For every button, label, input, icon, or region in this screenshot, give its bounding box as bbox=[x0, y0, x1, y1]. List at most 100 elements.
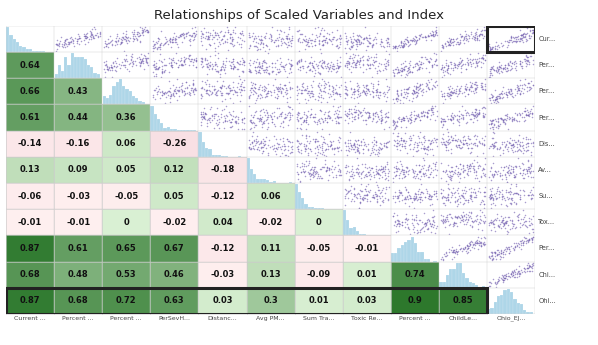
Point bbox=[332, 69, 342, 74]
Point bbox=[389, 142, 398, 148]
Point bbox=[449, 248, 459, 253]
Point bbox=[294, 37, 303, 42]
Point bbox=[463, 91, 472, 97]
Point bbox=[272, 91, 282, 97]
Point bbox=[343, 120, 353, 125]
Point bbox=[499, 165, 509, 170]
Point bbox=[304, 133, 314, 138]
Point bbox=[319, 139, 329, 145]
Point bbox=[164, 69, 174, 75]
Point bbox=[414, 32, 424, 37]
Point bbox=[248, 140, 257, 146]
Point bbox=[493, 223, 503, 228]
Point bbox=[463, 217, 473, 222]
Point bbox=[443, 93, 453, 99]
Point bbox=[209, 83, 219, 89]
Point bbox=[120, 34, 130, 39]
Point bbox=[459, 200, 469, 205]
Point bbox=[173, 64, 183, 70]
Point bbox=[220, 97, 230, 102]
Point bbox=[457, 213, 467, 219]
Point bbox=[489, 171, 499, 177]
Point bbox=[492, 252, 502, 257]
Point bbox=[164, 61, 173, 66]
Point bbox=[121, 38, 130, 44]
Point bbox=[525, 263, 535, 269]
Point bbox=[188, 26, 197, 31]
Text: 0.05: 0.05 bbox=[116, 165, 136, 175]
Point bbox=[380, 114, 389, 119]
Point bbox=[353, 170, 363, 176]
Point bbox=[209, 116, 219, 121]
Point bbox=[210, 86, 220, 91]
Point bbox=[333, 116, 343, 121]
Point bbox=[230, 118, 240, 124]
Point bbox=[210, 112, 219, 117]
Point bbox=[480, 105, 490, 111]
Point bbox=[304, 43, 313, 49]
Point bbox=[254, 60, 264, 66]
Point bbox=[396, 137, 406, 142]
Point bbox=[51, 48, 61, 53]
Point bbox=[303, 146, 313, 151]
Point bbox=[270, 149, 279, 154]
Point bbox=[125, 35, 135, 41]
Point bbox=[342, 58, 352, 63]
Point bbox=[258, 106, 268, 112]
Point bbox=[353, 162, 363, 168]
Point bbox=[449, 190, 459, 195]
Point bbox=[317, 64, 327, 70]
Point bbox=[251, 138, 261, 144]
Point bbox=[282, 44, 292, 50]
Point bbox=[371, 36, 381, 42]
Point bbox=[152, 46, 162, 51]
Point bbox=[231, 118, 241, 124]
Point bbox=[480, 81, 490, 86]
Point bbox=[252, 43, 261, 49]
Point bbox=[523, 26, 532, 31]
Point bbox=[432, 32, 441, 37]
Point bbox=[329, 146, 338, 151]
Point bbox=[458, 168, 468, 174]
Point bbox=[397, 219, 407, 225]
Point bbox=[105, 33, 115, 39]
Point bbox=[519, 31, 529, 36]
Point bbox=[245, 146, 255, 152]
Point bbox=[524, 263, 534, 269]
Point bbox=[286, 63, 296, 68]
Point bbox=[100, 45, 109, 50]
Point bbox=[512, 190, 522, 195]
Point bbox=[246, 57, 255, 62]
Text: Toxic Re...: Toxic Re... bbox=[351, 316, 383, 321]
Point bbox=[413, 191, 423, 196]
Point bbox=[476, 173, 486, 179]
Point bbox=[88, 33, 97, 39]
Point bbox=[528, 29, 538, 34]
Point bbox=[157, 90, 167, 95]
Point bbox=[203, 33, 213, 39]
Point bbox=[271, 95, 281, 101]
Point bbox=[234, 127, 243, 132]
Point bbox=[467, 219, 477, 224]
Point bbox=[167, 62, 177, 68]
Point bbox=[324, 65, 333, 70]
Point bbox=[515, 112, 525, 118]
Point bbox=[431, 32, 440, 37]
Point bbox=[459, 188, 468, 193]
Point bbox=[461, 221, 471, 227]
Point bbox=[155, 52, 165, 57]
Point bbox=[460, 87, 470, 92]
Point bbox=[248, 144, 258, 149]
Point bbox=[506, 34, 515, 40]
Point bbox=[438, 43, 448, 49]
Point bbox=[518, 142, 527, 148]
Point bbox=[398, 45, 408, 50]
Point bbox=[263, 81, 273, 87]
Point bbox=[331, 120, 341, 125]
Point bbox=[187, 33, 196, 39]
Point bbox=[245, 95, 254, 101]
Point bbox=[416, 189, 426, 194]
Point bbox=[248, 61, 258, 66]
Point bbox=[320, 38, 329, 43]
Point bbox=[490, 280, 500, 286]
